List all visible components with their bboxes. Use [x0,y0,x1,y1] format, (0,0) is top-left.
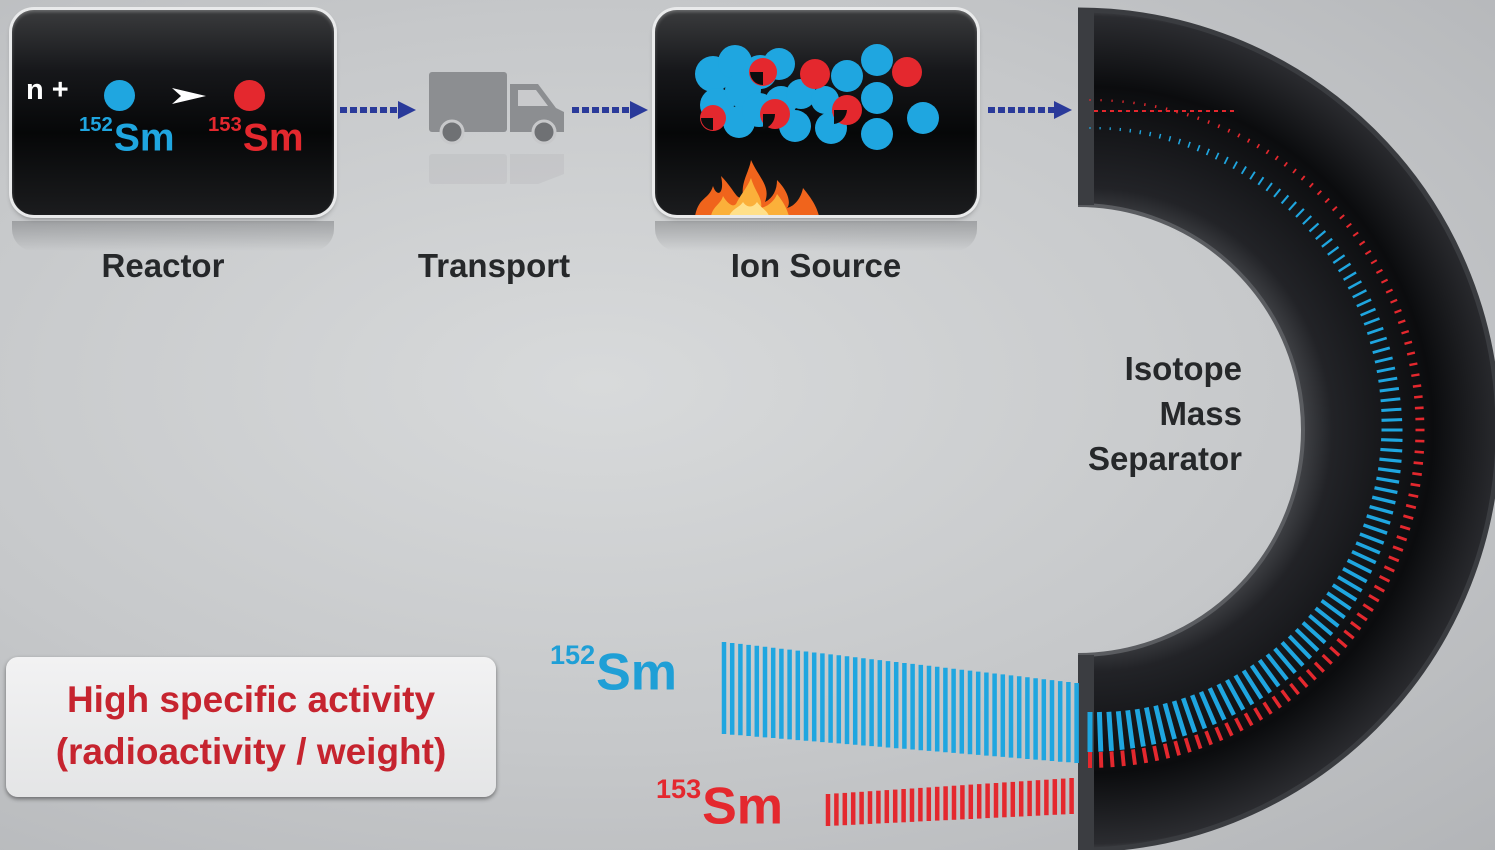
flow-arrow-icon [572,101,648,119]
ion-source-reflection [655,221,977,251]
sm153-atom-icon [234,80,265,111]
sm153-output-label: 153Sm [656,774,784,836]
reactor-panel: n + 152Sm 153Sm [12,10,334,215]
separator-label-line: Isotope [1124,350,1242,387]
callout-line-1: High specific activity [66,679,436,720]
neutron-plus-label: n + [26,74,69,106]
stage-label-transport: Transport [417,247,571,284]
separator-label-line: Separator [1087,440,1242,477]
reactant-isotope-label: 152Sm [79,114,175,160]
fire-icon [695,160,819,215]
sm152-beam [721,127,1403,763]
callout-line-2: (radioactivity / weight) [55,731,447,772]
specific-activity-callout: High specific activity (radioactivity / … [6,657,496,797]
separator-label-line: Mass [1159,395,1242,432]
sm153-beam [825,99,1425,826]
flow-arrow-icon [340,101,416,119]
stage-label-ion-source: Ion Source [730,247,902,284]
truck-icon [429,72,564,184]
reaction-arrow-icon [172,88,206,104]
stage-label-reactor: Reactor [101,247,225,284]
ion-source-panel [655,10,977,215]
sm152-atom-icon [104,80,135,111]
reactor-reflection [12,221,334,251]
sm152-output-label: 152Sm [550,640,678,702]
product-isotope-label: 153Sm [208,114,304,160]
flow-arrow-icon [988,101,1072,119]
ion-cloud-icon [695,44,939,150]
